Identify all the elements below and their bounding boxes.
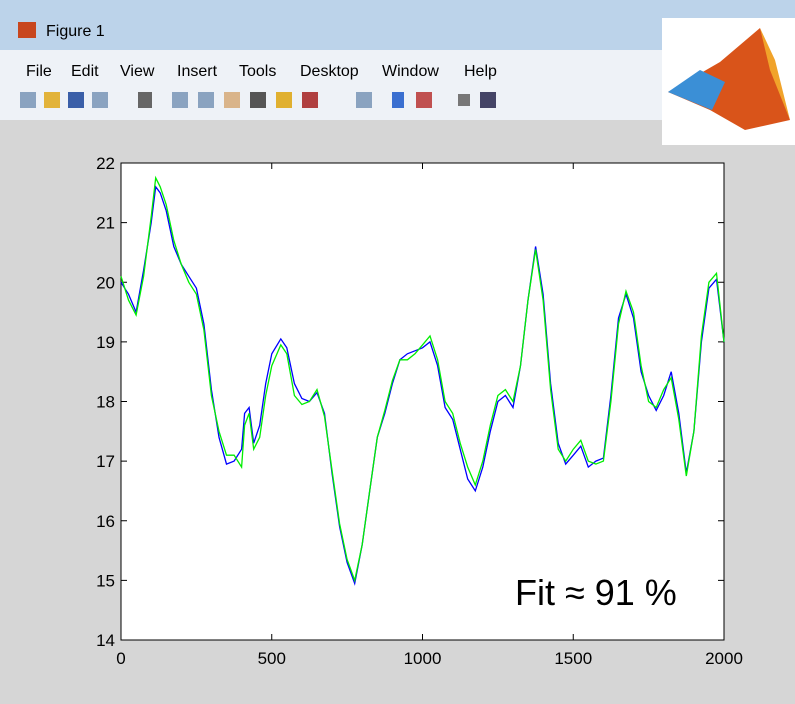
tool-icon [20,92,36,108]
app-icon [18,22,36,38]
y-tick-label: 20 [96,273,115,292]
tool-icon[interactable] [356,92,372,108]
matlab-logo [662,18,795,145]
tool-icon [92,92,108,108]
y-tick-label: 18 [96,393,115,412]
x-tick-label: 0 [116,649,125,668]
plot-area [121,163,724,640]
tool-icon[interactable] [198,92,214,108]
tool-icon[interactable] [302,92,318,108]
x-tick-label: 2000 [705,649,743,668]
tool-icon[interactable] [250,92,266,108]
tool-icon[interactable] [416,92,432,108]
menu-item[interactable]: Insert [177,63,218,80]
menu-item[interactable]: Window [382,63,439,80]
x-tick-label: 1000 [404,649,442,668]
y-tick-label: 17 [96,452,115,471]
y-tick-label: 21 [96,214,115,233]
menu-item[interactable]: Edit [71,63,99,80]
tool-icon[interactable] [480,92,496,108]
screen: Figure 1 File Edit View Insert Tools Desktop W… [0,0,795,704]
menu-item[interactable]: Tools [239,63,276,80]
figure-window: Figure 1 File Edit View Insert Tools Desktop W… [0,0,795,704]
tool-icon[interactable] [458,94,470,106]
tool-icon [44,92,60,108]
y-tick-label: 22 [96,154,115,173]
y-tick-label: 14 [96,631,115,650]
fit-annotation: Fit ≈ 91 % [515,572,677,613]
tool-icon[interactable] [276,92,292,108]
window-title: Figure 1 [46,23,105,40]
x-tick-label: 500 [258,649,286,668]
menu-bar: File Edit View Insert Tools Desktop Window Help [26,63,497,80]
y-tick-label: 19 [96,333,115,352]
menu-item[interactable]: Help [464,63,497,80]
y-tick-label: 15 [96,571,115,590]
tool-icon [68,92,84,108]
tool-icon[interactable] [392,92,404,108]
y-tick-label: 16 [96,512,115,531]
tool-icon[interactable] [172,92,188,108]
menu-item[interactable]: File [26,63,52,80]
x-tick-label: 1500 [554,649,592,668]
tool-icon[interactable] [224,92,240,108]
menu-item[interactable]: View [120,63,155,80]
menu-item[interactable]: Desktop [300,63,359,80]
tool-icon[interactable] [138,92,152,108]
